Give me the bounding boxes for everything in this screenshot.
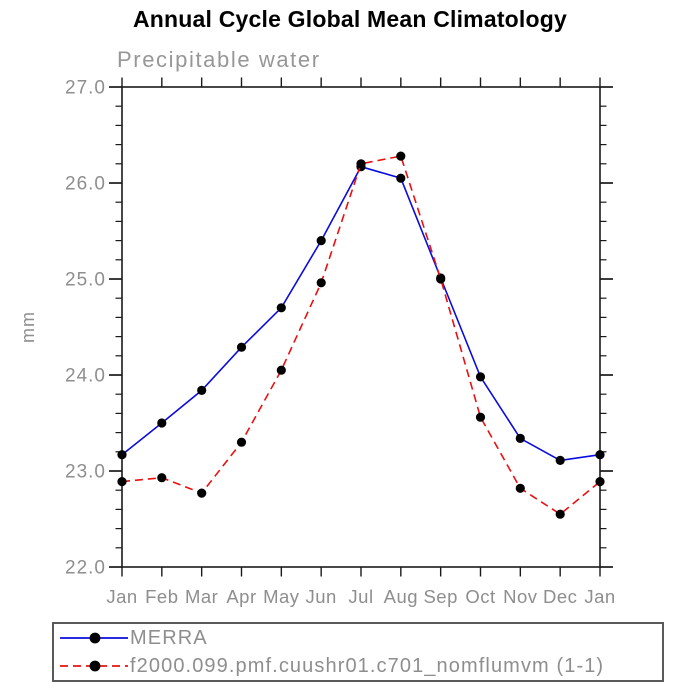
series-line-0 <box>121 165 601 462</box>
data-point-marker <box>356 159 366 169</box>
data-point-marker <box>316 236 326 246</box>
y-axis-tick-label: 26.0 <box>65 174 106 195</box>
data-point-marker <box>436 274 446 284</box>
legend-label-model-case: f2000.099.pmf.cuushr01.c701_nomflumvm (1… <box>130 654 605 677</box>
data-point-marker <box>595 477 605 487</box>
y-axis-tick-label: 24.0 <box>65 366 106 387</box>
data-point-marker <box>197 488 207 498</box>
data-point-marker <box>475 412 486 422</box>
data-point-marker <box>197 385 207 395</box>
y-axis-tick-label: 27.0 <box>65 78 106 99</box>
plot-frame <box>121 86 601 568</box>
x-axis-month-label: Feb <box>145 586 178 607</box>
y-axis-tick-label: 25.0 <box>65 270 106 291</box>
data-point-marker <box>396 151 406 161</box>
x-axis-month-label: Dec <box>543 586 577 607</box>
data-point-marker <box>276 365 286 375</box>
data-point-marker <box>555 455 565 465</box>
legend-key-line-solid-icon <box>60 632 128 644</box>
legend-key-line-dashed-icon <box>60 660 128 672</box>
series-line-1 <box>121 155 601 516</box>
y-axis-title: mm <box>18 311 38 343</box>
x-axis-month-label: Jan <box>584 586 615 607</box>
x-axis-month-label: Sep <box>423 586 457 607</box>
y-axis-tick-label: 22.0 <box>65 558 106 579</box>
data-point-marker <box>236 342 247 352</box>
chart-subtitle: Precipitable water <box>117 47 321 72</box>
data-point-marker <box>595 450 605 460</box>
data-point-marker <box>555 509 565 519</box>
data-point-marker <box>236 437 247 447</box>
data-point-marker <box>117 450 127 460</box>
x-axis-month-label: Mar <box>185 586 218 607</box>
legend-row-model-case: f2000.099.pmf.cuushr01.c701_nomflumvm (1… <box>54 652 662 680</box>
data-point-marker <box>276 303 286 313</box>
data-point-marker <box>157 473 167 483</box>
data-point-marker <box>157 418 167 428</box>
data-point-marker <box>475 372 486 382</box>
chart-title: Annual Cycle Global Mean Climatology <box>132 6 568 32</box>
data-point-marker <box>515 483 525 493</box>
x-axis-month-label: Jul <box>348 586 373 607</box>
y-axis-tick-label: 23.0 <box>65 462 106 483</box>
x-axis-month-label: Oct <box>465 586 495 607</box>
x-axis-month-label: Jan <box>106 586 137 607</box>
x-axis-month-label: May <box>263 586 300 607</box>
data-point-marker <box>316 278 326 288</box>
data-point-marker <box>396 173 406 183</box>
x-axis-month-label: Aug <box>384 586 418 607</box>
chart-legend: MERRA f2000.099.pmf.cuushr01.c701_nomflu… <box>52 622 664 682</box>
x-axis-month-label: Apr <box>226 586 256 607</box>
legend-row-merra: MERRA <box>54 624 662 652</box>
annual-cycle-line-chart: Jan Feb Mar Apr May Jun Jul Aug Sep Oct Nov Dec Jan2… <box>18 77 615 607</box>
data-point-marker <box>117 477 127 487</box>
data-point-marker <box>515 433 525 443</box>
x-axis-month-label: Jun <box>306 586 337 607</box>
x-axis-month-label: Nov <box>503 586 538 607</box>
legend-label-merra: MERRA <box>130 626 208 649</box>
